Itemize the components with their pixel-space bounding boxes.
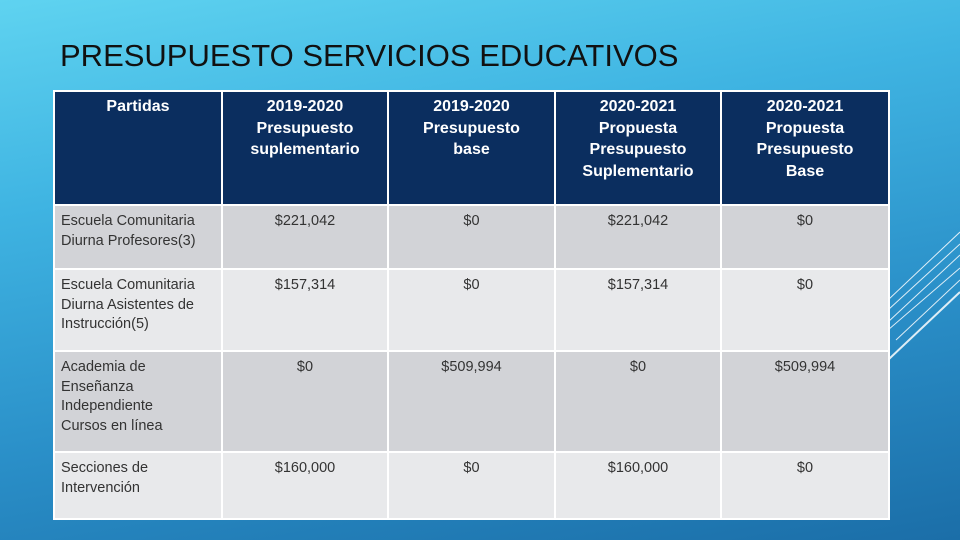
cell-line: Suplementario	[582, 162, 694, 180]
slide-title: PRESUPUESTO SERVICIOS EDUCATIVOS	[60, 38, 679, 73]
cell-line: Diurna Profesores(3)	[61, 232, 196, 249]
header-row: Partidas 2019-2020 Presupuesto suplementari…	[53, 90, 890, 206]
row-label: Academia de Enseñanza Independiente Cursos …	[53, 350, 223, 453]
cell-line: Presupuesto	[256, 119, 354, 137]
amount-cell: $0	[720, 451, 890, 520]
row-label: Secciones de Intervención	[53, 451, 223, 520]
cell-line: 2020-2021	[766, 98, 844, 115]
cell-line: Base	[785, 162, 825, 180]
cell-line: 2019-2020	[433, 98, 510, 115]
header-cell: 2019-2020 Presupuesto base	[387, 90, 556, 206]
cell-line: Partidas	[106, 98, 170, 115]
cell-line: base	[453, 141, 490, 158]
amount-cell: $509,994	[387, 350, 556, 453]
cell-line: Escuela Comunitaria	[61, 213, 195, 229]
amount-cell: $157,314	[554, 268, 722, 352]
cell-line: 2019-2020	[266, 98, 344, 115]
cell-line: Propuesta	[765, 119, 845, 137]
cell-line: Presupuesto	[589, 141, 687, 158]
amount-cell: $160,000	[554, 451, 722, 520]
table-row: Escuela Comunitaria Diurna Profesores(3) $…	[53, 204, 890, 270]
row-label: Escuela Comunitaria Diurna Asistentes de I…	[53, 268, 223, 352]
header-cell: 2019-2020 Presupuesto suplementario	[221, 90, 389, 206]
amount-cell: $0	[720, 204, 890, 270]
amount-cell: $157,314	[221, 268, 389, 352]
amount-cell: $0	[554, 350, 722, 453]
header-cell: 2020-2021 Propuesta Presupuesto Suplementar…	[554, 90, 722, 206]
cell-line: Diurna Asistentes de	[61, 296, 194, 313]
cell-line: Independiente	[61, 398, 153, 414]
cell-line: Presupuesto	[756, 141, 854, 158]
cell-line: 2020-2021	[599, 98, 677, 115]
cell-line: Academia de	[61, 359, 146, 375]
table-row: Escuela Comunitaria Diurna Asistentes de I…	[53, 268, 890, 352]
cell-line: suplementario	[250, 141, 360, 158]
row-label: Escuela Comunitaria Diurna Profesores(3)	[53, 204, 223, 270]
table-row: Secciones de Intervención $160,000 $0 $160,0…	[53, 451, 890, 520]
table-row: Academia de Enseñanza Independiente Cursos …	[53, 350, 890, 453]
amount-cell: $0	[387, 268, 556, 352]
cell-line: Escuela Comunitaria	[61, 277, 195, 293]
cell-line: Cursos en línea	[61, 417, 163, 434]
amount-cell: $0	[720, 268, 890, 352]
cell-line: Intervención	[61, 479, 140, 496]
amount-cell: $221,042	[221, 204, 389, 270]
cell-line: Presupuesto	[423, 119, 520, 137]
amount-cell: $509,994	[720, 350, 890, 453]
amount-cell: $0	[387, 451, 556, 520]
budget-table: Partidas 2019-2020 Presupuesto suplementari…	[53, 90, 890, 520]
header-cell: 2020-2021 Propuesta Presupuesto Base	[720, 90, 890, 206]
amount-cell: $221,042	[554, 204, 722, 270]
cell-line: Enseñanza	[61, 378, 134, 395]
cell-line: Instrucción(5)	[61, 316, 149, 332]
amount-cell: $0	[387, 204, 556, 270]
header-cell: Partidas	[53, 90, 223, 206]
cell-line: Secciones de	[61, 460, 149, 476]
amount-cell: $0	[221, 350, 389, 453]
cell-line: Propuesta	[598, 119, 678, 137]
amount-cell: $160,000	[221, 451, 389, 520]
